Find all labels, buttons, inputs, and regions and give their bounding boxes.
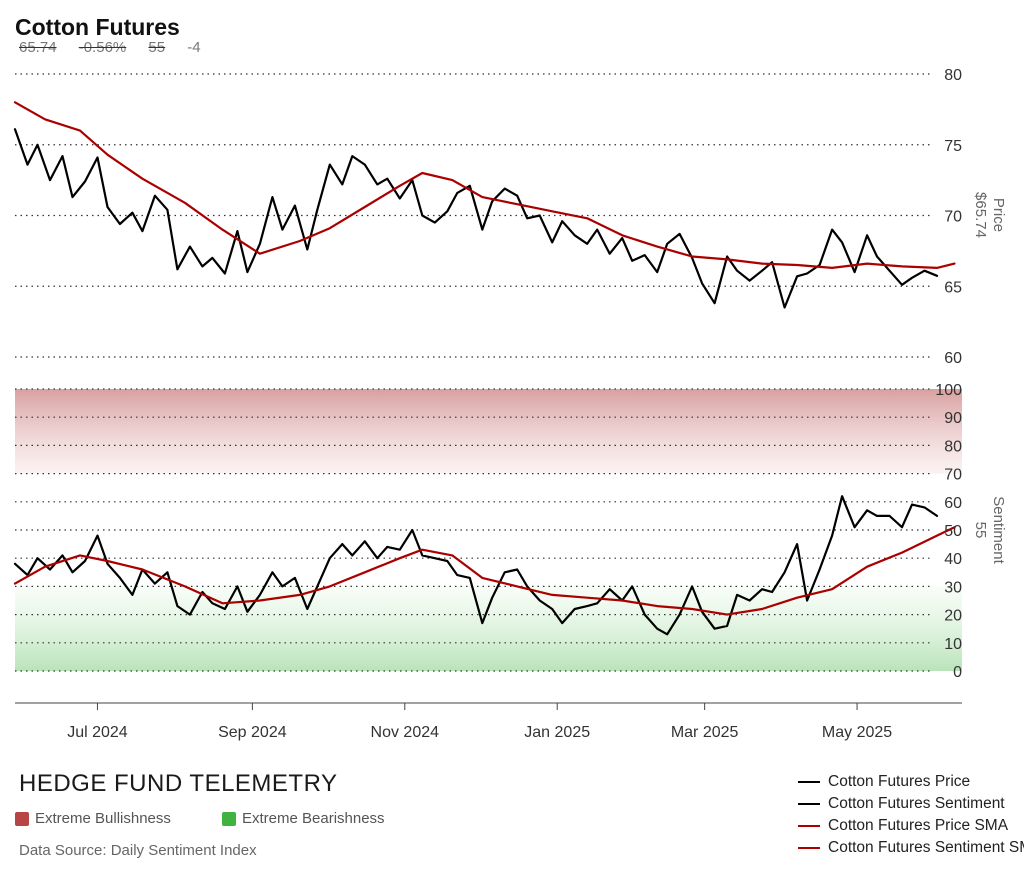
y-tick-label: 75 xyxy=(944,138,962,155)
y-tick-label: 60 xyxy=(944,495,962,512)
header-sentiment-change: -4 xyxy=(187,39,201,56)
x-tick-label: Sep 2024 xyxy=(218,724,287,741)
legend-line xyxy=(798,803,820,805)
header-stats: 65.74 -0.56% 55 -4 xyxy=(19,39,219,56)
y-tick-label: 70 xyxy=(944,467,962,484)
y-axis-last-value: $65.74 xyxy=(972,192,989,238)
legend-label: Cotton Futures Price xyxy=(828,773,971,790)
x-tick-label: Jan 2025 xyxy=(524,724,590,741)
y-axis-last-value: 55 xyxy=(972,522,989,539)
y-tick-label: 80 xyxy=(944,438,962,455)
bearish-swatch xyxy=(222,811,236,826)
y-tick-label: 20 xyxy=(944,608,962,625)
price-sma-line xyxy=(13,101,956,269)
bullish-label: Extreme Bullishness xyxy=(35,810,171,827)
y-tick-label: 50 xyxy=(944,523,962,540)
y-tick-label: 100 xyxy=(935,382,962,399)
legend-line xyxy=(798,825,820,827)
legend-label: Cotton Futures Sentiment xyxy=(828,795,1005,812)
series-lines xyxy=(13,101,956,636)
sentiment-line xyxy=(13,495,939,636)
series-legend: Cotton Futures Price Cotton Futures Sent… xyxy=(798,771,1024,859)
x-tick-label: Mar 2025 xyxy=(671,724,739,741)
header-price: 65.74 xyxy=(19,39,57,56)
legend-item[interactable]: Cotton Futures Sentiment xyxy=(798,793,1024,815)
bullish-swatch xyxy=(15,811,29,826)
sentiment-zones xyxy=(15,389,962,671)
legend-line xyxy=(798,847,820,849)
x-tick-label: Nov 2024 xyxy=(371,724,440,741)
price-line xyxy=(13,128,939,309)
axis-labels: 60 65 70 75 80 Price$65.74 0 10 20 30 40 50 60 70 80 90… xyxy=(15,67,1007,741)
sentiment-zone xyxy=(15,586,962,671)
y-tick-label: 0 xyxy=(953,664,962,681)
header-change: -0.56% xyxy=(78,39,127,56)
chart-title: Cotton Futures xyxy=(15,14,180,40)
y-tick-label: 70 xyxy=(944,209,962,226)
sentiment-zone xyxy=(15,389,962,474)
y-tick-label: 90 xyxy=(944,410,962,427)
data-source: Data Source: Daily Sentiment Index xyxy=(19,842,257,859)
legend-line xyxy=(798,781,820,783)
y-axis-title: Sentiment xyxy=(990,496,1007,564)
bearish-label: Extreme Bearishness xyxy=(242,810,385,827)
sentiment-sma-line xyxy=(13,526,956,616)
legend-label: Cotton Futures Sentiment SMA xyxy=(828,839,1024,856)
chart-canvas: 60 65 70 75 80 Price$65.74 0 10 20 30 40 50 60 70 80 90… xyxy=(13,67,1007,741)
legend-label: Cotton Futures Price SMA xyxy=(828,817,1009,834)
legend-item[interactable]: Cotton Futures Price xyxy=(798,771,1024,793)
x-tick-label: Jul 2024 xyxy=(67,724,128,741)
y-tick-label: 40 xyxy=(944,551,962,568)
legend-item[interactable]: Cotton Futures Sentiment SMA xyxy=(798,837,1024,859)
header-sentiment: 55 xyxy=(148,39,166,56)
y-axis-title: Price xyxy=(990,198,1007,232)
y-tick-label: 80 xyxy=(944,67,962,84)
zone-legend-bearish: Extreme Bearishness xyxy=(222,810,385,827)
x-tick-label: May 2025 xyxy=(822,724,892,741)
brand-name: HEDGE FUND TELEMETRY xyxy=(19,770,338,797)
y-tick-label: 10 xyxy=(944,636,962,653)
y-tick-label: 65 xyxy=(944,279,962,296)
zone-legend-bullish: Extreme Bullishness xyxy=(15,810,171,827)
legend-item[interactable]: Cotton Futures Price SMA xyxy=(798,815,1024,837)
y-tick-label: 60 xyxy=(944,350,962,367)
y-tick-label: 30 xyxy=(944,579,962,596)
